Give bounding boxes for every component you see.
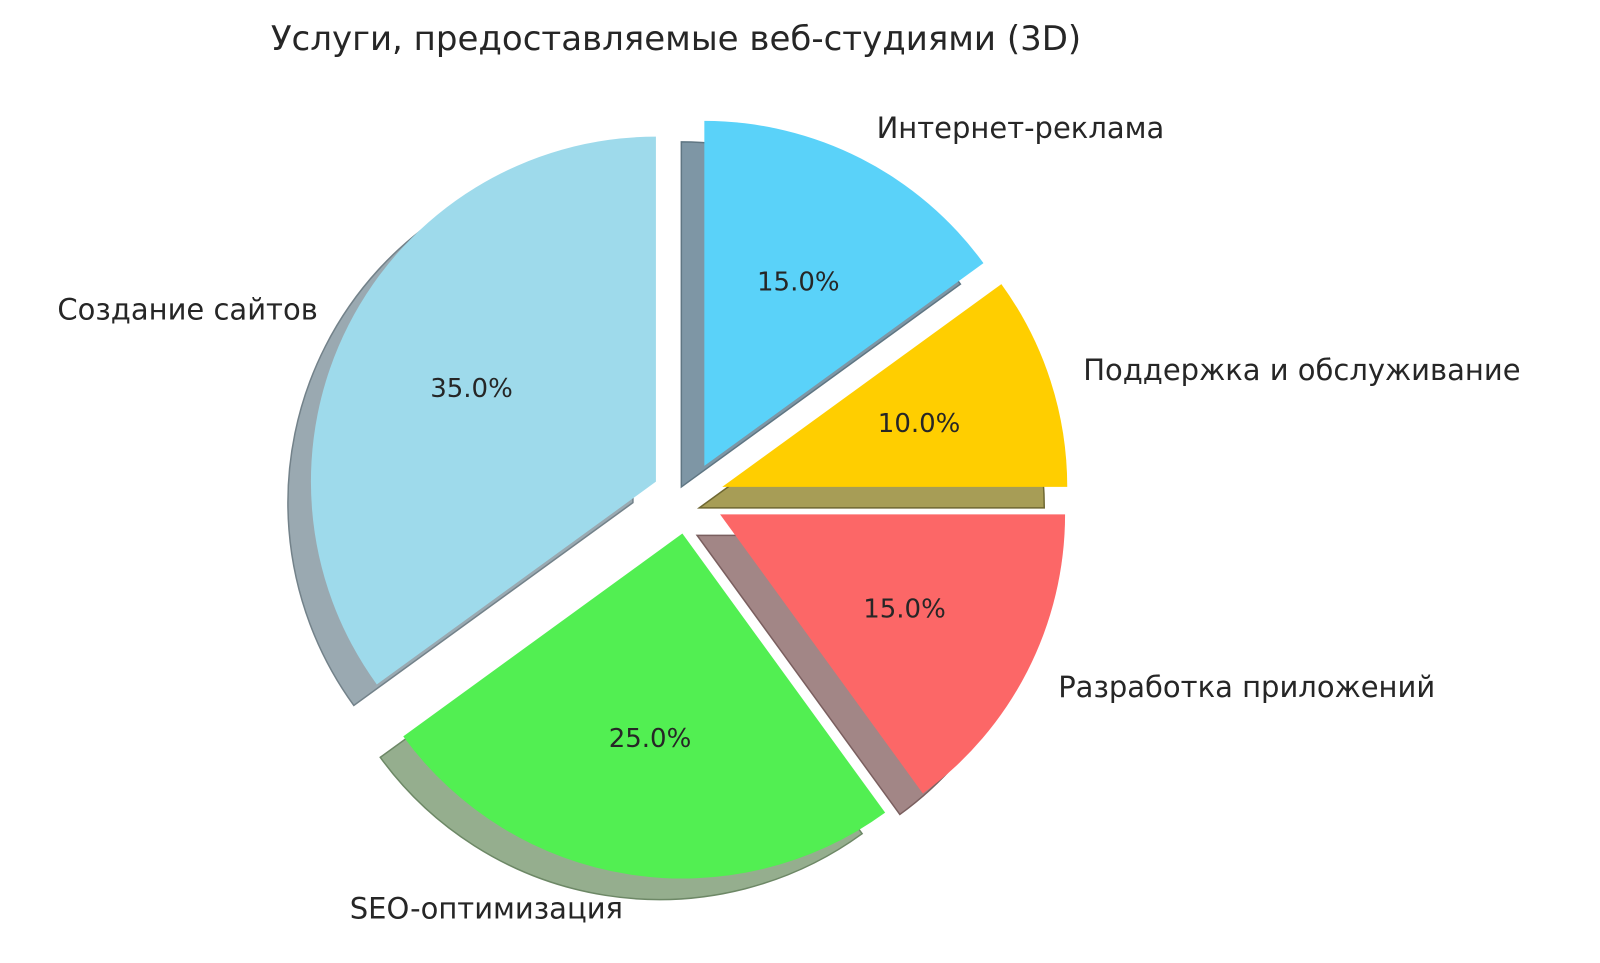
pie-slice-1: [722, 284, 1068, 487]
pie-slice-3: [403, 533, 886, 879]
pie-slice-2: [720, 514, 1066, 794]
slice-category-label-3: SEO-оптимизация: [350, 892, 623, 926]
pie-wedge-layer: [310, 120, 1068, 879]
slice-category-label-2: Разработка приложений: [1058, 670, 1435, 704]
slice-pct-label-3: 25.0%: [609, 724, 692, 754]
slice-pct-label-0: 15.0%: [757, 268, 840, 298]
pie-text-layer: 15.0% Интернет-реклама 10.0% Поддержка и об…: [57, 111, 1520, 926]
slice-category-label-4: Создание сайтов: [57, 293, 317, 327]
slice-pct-label-2: 15.0%: [863, 594, 946, 624]
slice-category-label-0: Интернет-реклама: [877, 111, 1165, 145]
chart-title: Услуги, предоставляемые веб-студиями (3D…: [271, 19, 1081, 59]
slice-category-label-1: Поддержка и обслуживание: [1083, 353, 1520, 387]
slice-pct-label-4: 35.0%: [430, 374, 513, 404]
pie-slice-0: [704, 120, 984, 466]
pie-slice-4: [310, 136, 656, 685]
slice-pct-label-1: 10.0%: [878, 409, 961, 439]
